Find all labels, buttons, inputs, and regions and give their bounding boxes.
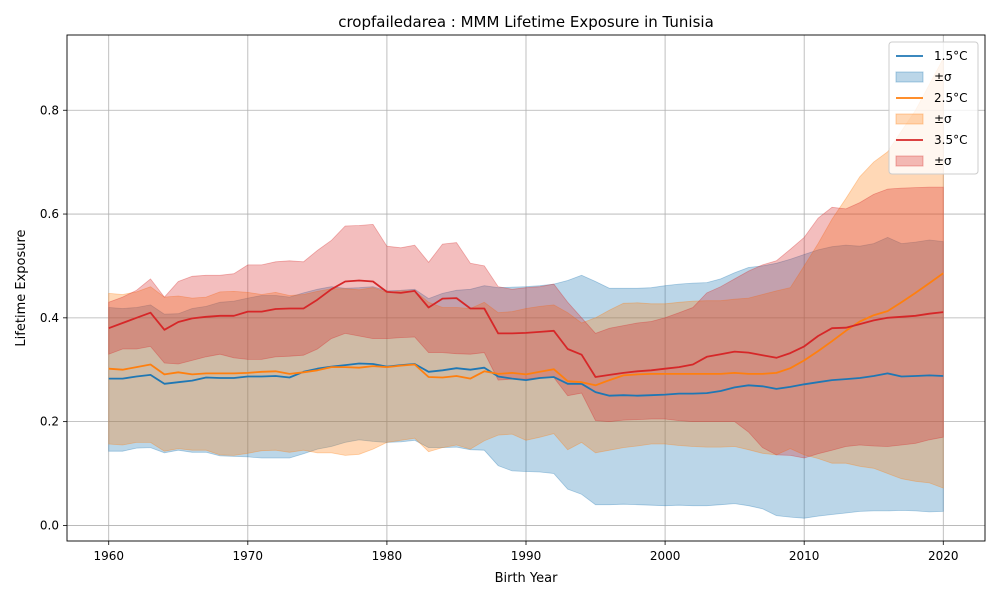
x-tick-label: 2010 xyxy=(789,549,820,563)
x-tick-label: 2020 xyxy=(928,549,959,563)
legend-band-label: ±σ xyxy=(934,112,952,126)
y-axis-label: Lifetime Exposure xyxy=(14,229,29,346)
x-tick-label: 1990 xyxy=(511,549,542,563)
line-series-0 xyxy=(108,362,944,397)
legend: 1.5°C ±σ 2.5°C ±σ 3.5°C ±σ xyxy=(888,41,979,175)
legend-band-label: ±σ xyxy=(934,70,952,84)
x-tick-label: 1960 xyxy=(93,549,124,563)
x-axis: 1960 1970 1980 1990 2000 2010 2020 xyxy=(93,541,959,563)
y-tick-label: 0.0 xyxy=(40,518,59,532)
band-series-2 xyxy=(108,186,944,459)
y-tick-label: 0.8 xyxy=(40,103,59,117)
legend-label: 1.5°C xyxy=(934,49,967,63)
x-tick-label: 2000 xyxy=(650,549,681,563)
y-axis: 0.0 0.2 0.4 0.6 0.8 xyxy=(40,103,67,532)
legend-band-swatch xyxy=(895,71,924,83)
x-tick-label: 1980 xyxy=(372,549,403,563)
line-series-1 xyxy=(108,272,944,387)
legend-band-label: ±σ xyxy=(934,154,952,168)
legend-band-swatch xyxy=(895,113,924,125)
legend-box xyxy=(888,41,979,175)
y-tick-label: 0.6 xyxy=(40,207,59,221)
legend-label: 2.5°C xyxy=(934,91,967,105)
x-axis-label: Birth Year xyxy=(495,571,559,586)
x-tick-label: 1970 xyxy=(233,549,264,563)
series-lines xyxy=(108,272,944,397)
band-series-0 xyxy=(108,236,944,519)
line-series-2 xyxy=(108,279,944,378)
chart-title: cropfailedarea : MMM Lifetime Exposure i… xyxy=(338,13,714,31)
grid xyxy=(67,35,985,541)
legend-band-swatch xyxy=(895,155,924,167)
bands xyxy=(108,58,944,519)
legend-label: 3.5°C xyxy=(934,133,967,147)
y-tick-label: 0.2 xyxy=(40,415,59,429)
y-tick-label: 0.4 xyxy=(40,311,59,325)
